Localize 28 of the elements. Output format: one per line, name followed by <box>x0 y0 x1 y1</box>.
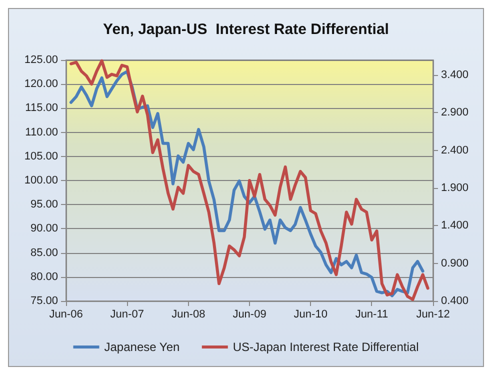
y2-tick-label: 0.900 <box>441 257 469 270</box>
y2-tick-label: 0.400 <box>441 295 469 307</box>
y-tick-label: 120.00 <box>24 78 58 90</box>
y-tick-label: 110.00 <box>25 126 58 138</box>
y-tick-label: 85.00 <box>30 246 58 259</box>
x-tick-label: Jun-07 <box>110 308 144 320</box>
y2-tick-label: 3.400 <box>441 69 469 82</box>
x-tick-label: Jun-12 <box>416 308 450 320</box>
y-tick-label: 115.00 <box>25 102 58 114</box>
x-tick-label: Jun-11 <box>355 308 388 320</box>
x-tick-label: Jun-08 <box>172 308 206 320</box>
y-tick-label: 105.00 <box>24 150 58 162</box>
y2-tick-label: 1.900 <box>441 182 469 194</box>
y-tick-label: 90.00 <box>30 222 58 235</box>
y-tick-label: 125.00 <box>24 54 58 66</box>
y-tick-label: 95.00 <box>30 198 58 211</box>
y2-tick-label: 2.400 <box>441 144 469 156</box>
y-tick-label: 75.00 <box>30 295 58 307</box>
y2-tick-label: 1.400 <box>441 220 469 232</box>
legend-label: Japanese Yen <box>104 340 180 354</box>
x-tick-label: Jun-06 <box>49 308 83 320</box>
y2-tick-label: 2.900 <box>441 106 469 119</box>
chart-title: Yen, Japan-US Interest Rate Differential <box>103 21 389 38</box>
y-tick-label: 80.00 <box>30 270 58 283</box>
y-tick-label: 100.00 <box>24 174 58 186</box>
legend-label: US-Japan Interest Rate Differential <box>232 340 419 354</box>
x-tick-label: Jun-10 <box>294 308 328 320</box>
x-tick-label: Jun-09 <box>232 308 266 320</box>
